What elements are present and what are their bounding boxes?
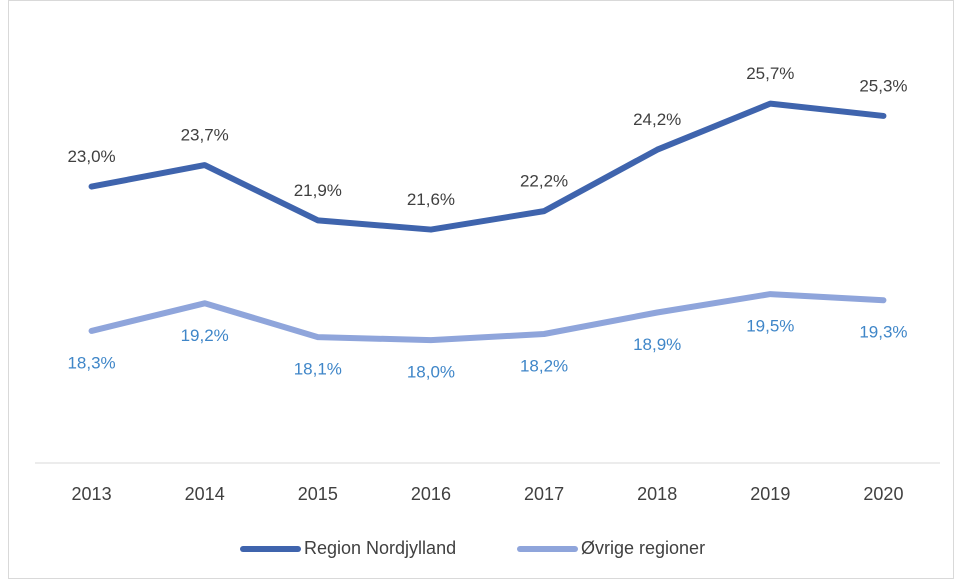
data-label: 18,3% (67, 353, 115, 372)
series-line (88, 291, 887, 344)
x-tick-label: 2019 (750, 484, 790, 504)
x-tick-label: 2015 (298, 484, 338, 504)
data-label: 19,3% (859, 323, 907, 342)
data-label: 24,2% (633, 110, 681, 129)
x-tick-label: 2013 (72, 484, 112, 504)
data-label: 25,3% (859, 76, 907, 95)
data-label: 23,7% (181, 126, 229, 145)
data-label: 22,2% (520, 172, 568, 191)
legend-label: Region Nordjylland (304, 538, 456, 558)
data-label: 18,9% (633, 335, 681, 354)
data-label: 19,2% (181, 326, 229, 345)
x-tick-label: 2018 (637, 484, 677, 504)
legend-label: Øvrige regioner (581, 538, 705, 558)
x-tick-label: 2014 (185, 484, 225, 504)
data-label: 21,6% (407, 190, 455, 209)
chart-frame (8, 0, 954, 579)
data-label: 18,0% (407, 363, 455, 382)
data-label: 18,2% (520, 356, 568, 375)
data-label: 18,1% (294, 360, 342, 379)
data-label: 25,7% (746, 64, 794, 83)
series-line (88, 100, 887, 233)
x-tick-label: 2020 (863, 484, 903, 504)
x-tick-label: 2017 (524, 484, 564, 504)
data-label: 23,0% (67, 147, 115, 166)
data-label: 19,5% (746, 317, 794, 336)
x-tick-label: 2016 (411, 484, 451, 504)
data-label: 21,9% (294, 181, 342, 200)
